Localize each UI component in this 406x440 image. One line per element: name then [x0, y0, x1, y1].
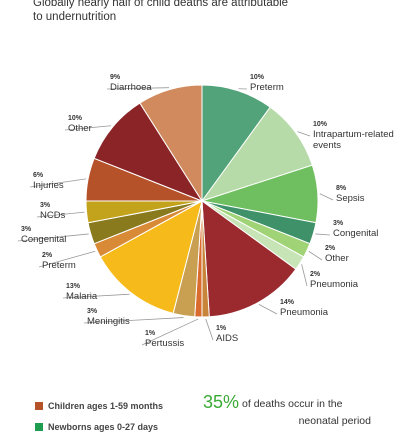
slice-label-12: 3%Congenital	[21, 226, 66, 245]
leader-line-6	[259, 304, 277, 314]
slice-name-15-0: Other	[68, 123, 92, 134]
slice-label-11: 2%Preterm	[42, 252, 76, 271]
slice-pct-4: 2%	[325, 245, 336, 252]
slice-name-16-0: Diarrhoea	[110, 82, 152, 93]
slice-label-0: 10%Preterm	[250, 74, 284, 93]
slice-pct-2: 8%	[336, 185, 347, 192]
slice-label-6: 14%Pneumonia	[280, 299, 329, 318]
slice-label-7: 1%AIDS	[216, 325, 238, 344]
slice-pct-3: 3%	[333, 220, 344, 227]
slice-pct-14: 6%	[33, 172, 44, 179]
slice-pct-11: 2%	[42, 252, 53, 259]
slice-name-8-0: Pertussis	[145, 338, 184, 349]
legend-item-children: Children ages 1-59 months	[35, 398, 163, 413]
slice-pct-9: 3%	[87, 308, 98, 315]
slice-label-16: 9%Diarrhoea	[110, 74, 152, 93]
slice-name-11-0: Preterm	[42, 260, 76, 271]
slice-label-2: 8%Sepsis	[336, 185, 365, 204]
slice-pct-10: 13%	[66, 283, 81, 290]
slice-label-10: 13%Malaria	[66, 283, 98, 302]
slice-name-1-1: events	[313, 140, 341, 151]
slice-label-3: 3%Congenital	[333, 220, 378, 239]
slice-pct-0: 10%	[250, 74, 265, 81]
leader-line-7	[206, 319, 213, 340]
slice-label-14: 6%Injuries	[33, 172, 64, 191]
slice-name-0-0: Preterm	[250, 82, 284, 93]
slice-pct-5: 2%	[310, 271, 321, 278]
slice-name-1-0: Intrapartum-related	[313, 129, 394, 140]
slice-label-8: 1%Pertussis	[145, 330, 184, 349]
legend-swatch-children	[35, 402, 43, 410]
leader-line-1	[297, 132, 310, 136]
slice-name-10-0: Malaria	[66, 291, 98, 302]
slice-name-9-0: Meningitis	[87, 316, 130, 327]
slice-name-3-0: Congenital	[333, 228, 378, 239]
legend-item-newborns: Newborns ages 0-27 days	[35, 419, 163, 434]
slice-label-5: 2%Pneumonia	[310, 271, 359, 290]
slice-pct-16: 9%	[110, 74, 121, 81]
slice-name-4-0: Other	[325, 253, 349, 264]
slice-label-15: 10%Other	[68, 115, 92, 134]
legend-label-children: Children ages 1-59 months	[48, 401, 163, 411]
slice-pct-6: 14%	[280, 299, 295, 306]
legend-label-newborns: Newborns ages 0-27 days	[48, 422, 158, 432]
slice-pct-15: 10%	[68, 115, 83, 122]
neonatal-stat: 35%of deaths occur in the neonatal perio…	[203, 394, 383, 430]
stat-line2: neonatal period	[203, 413, 383, 430]
slice-name-13-0: NCDs	[40, 210, 66, 221]
slice-pct-1: 10%	[313, 121, 328, 128]
slice-label-9: 3%Meningitis	[87, 308, 130, 327]
slice-pct-7: 1%	[216, 325, 227, 332]
slice-name-7-0: AIDS	[216, 333, 238, 344]
stat-value: 35%	[203, 392, 239, 412]
slice-pct-8: 1%	[145, 330, 156, 337]
slice-name-12-0: Congenital	[21, 234, 66, 245]
leader-line-3	[315, 234, 330, 235]
stat-line1: of deaths occur in the	[242, 398, 342, 410]
leader-line-4	[309, 251, 322, 260]
slice-pct-12: 3%	[21, 226, 32, 233]
legend-swatch-newborns	[35, 423, 43, 431]
legend: Children ages 1-59 months Newborns ages …	[35, 398, 163, 440]
slice-label-13: 3%NCDs	[40, 202, 66, 221]
pie-slices	[86, 85, 318, 317]
slice-name-5-0: Pneumonia	[310, 279, 359, 290]
slice-name-6-0: Pneumonia	[280, 307, 329, 318]
slice-label-4: 2%Other	[325, 245, 349, 264]
slice-name-14-0: Injuries	[33, 180, 64, 191]
leader-line-5	[302, 264, 307, 286]
slice-pct-13: 3%	[40, 202, 51, 209]
leader-line-2	[320, 194, 333, 200]
slice-name-2-0: Sepsis	[336, 193, 365, 204]
